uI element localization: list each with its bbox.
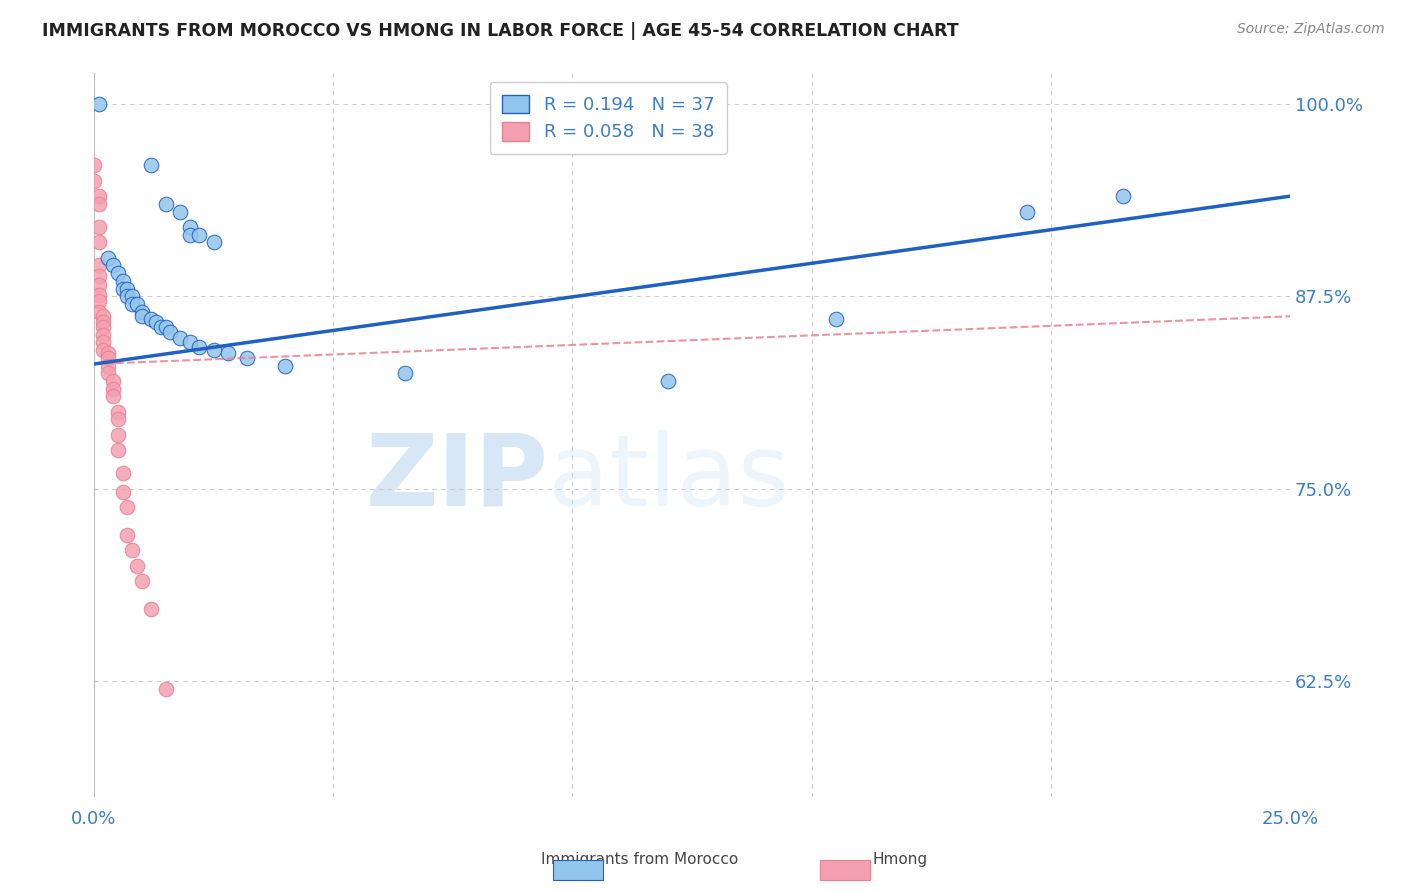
Text: Immigrants from Morocco: Immigrants from Morocco — [541, 852, 738, 867]
Point — [97, 251, 120, 265]
Point — [87, 219, 110, 234]
Legend: R = 0.194   N = 37, R = 0.058   N = 38: R = 0.194 N = 37, R = 0.058 N = 38 — [489, 82, 727, 154]
Point — [155, 681, 177, 696]
Point — [202, 235, 225, 250]
Point — [155, 320, 177, 334]
Point — [141, 602, 163, 616]
Text: Source: ZipAtlas.com: Source: ZipAtlas.com — [1237, 22, 1385, 37]
Point — [93, 335, 115, 350]
Point — [657, 374, 679, 388]
Point — [87, 278, 110, 293]
Point — [824, 312, 846, 326]
Point — [149, 320, 172, 334]
Text: atlas: atlas — [548, 430, 790, 527]
Point — [159, 325, 181, 339]
Point — [155, 197, 177, 211]
Text: ZIP: ZIP — [366, 430, 548, 527]
Point — [179, 219, 201, 234]
Point — [107, 443, 129, 458]
Point — [188, 340, 211, 354]
Point — [97, 366, 120, 380]
Point — [111, 484, 134, 499]
Point — [87, 197, 110, 211]
Point — [121, 297, 143, 311]
Point — [111, 467, 134, 481]
Point — [121, 289, 143, 303]
Point — [83, 158, 105, 172]
Point — [1015, 204, 1038, 219]
Point — [1111, 189, 1133, 203]
Point — [145, 315, 167, 329]
Point — [169, 204, 191, 219]
Point — [141, 312, 163, 326]
Point — [111, 282, 134, 296]
Point — [274, 359, 297, 373]
Point — [169, 331, 191, 345]
Point — [179, 227, 201, 242]
Point — [131, 304, 153, 318]
Point — [131, 574, 153, 589]
Point — [121, 543, 143, 558]
Point — [125, 558, 148, 573]
Point — [93, 320, 115, 334]
Point — [236, 351, 259, 365]
Point — [93, 315, 115, 329]
Point — [87, 96, 110, 111]
Point — [117, 500, 139, 515]
Point — [87, 269, 110, 284]
Point — [188, 227, 211, 242]
Point — [83, 174, 105, 188]
Text: Hmong: Hmong — [872, 852, 928, 867]
Point — [117, 289, 139, 303]
Point — [179, 335, 201, 350]
Point — [217, 346, 239, 360]
Point — [101, 259, 124, 273]
Point — [87, 293, 110, 308]
Point — [97, 351, 120, 365]
Point — [131, 310, 153, 324]
Point — [111, 274, 134, 288]
Point — [87, 287, 110, 301]
Point — [93, 343, 115, 358]
Point — [101, 389, 124, 403]
Point — [394, 366, 416, 380]
Point — [117, 528, 139, 542]
Text: IMMIGRANTS FROM MOROCCO VS HMONG IN LABOR FORCE | AGE 45-54 CORRELATION CHART: IMMIGRANTS FROM MOROCCO VS HMONG IN LABO… — [42, 22, 959, 40]
Point — [107, 405, 129, 419]
Point — [87, 235, 110, 250]
Point — [101, 374, 124, 388]
Point — [141, 158, 163, 172]
Point — [93, 327, 115, 342]
Point — [107, 412, 129, 426]
Point — [107, 428, 129, 442]
Point — [107, 266, 129, 280]
Point — [202, 343, 225, 358]
Point — [93, 310, 115, 324]
Point — [87, 304, 110, 318]
Point — [87, 189, 110, 203]
Point — [87, 259, 110, 273]
Point — [125, 297, 148, 311]
Point — [97, 359, 120, 373]
Point — [117, 282, 139, 296]
Point — [97, 346, 120, 360]
Point — [101, 382, 124, 396]
